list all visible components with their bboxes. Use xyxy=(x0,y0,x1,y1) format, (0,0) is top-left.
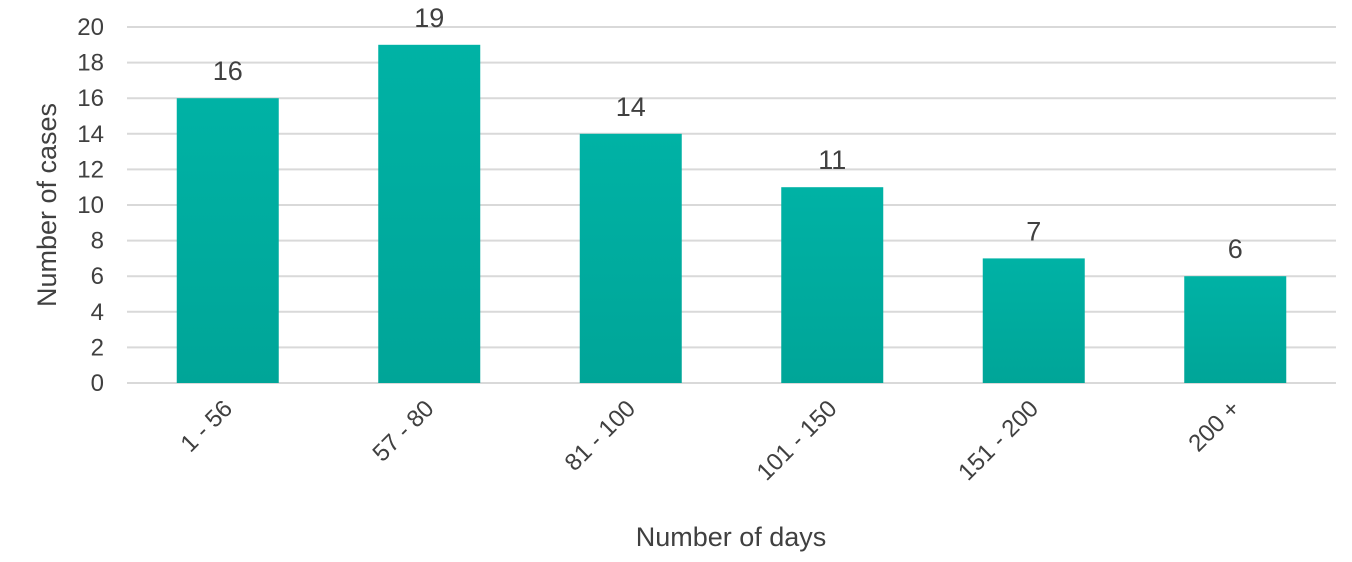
y-axis-title: Number of cases xyxy=(32,103,62,307)
y-tick-label: 20 xyxy=(77,14,104,41)
bar xyxy=(982,258,1085,383)
data-labels: 16 19 14 11 7 6 xyxy=(213,3,1243,264)
x-tick-label: 101 - 150 xyxy=(752,395,843,486)
x-axis-title: Number of days xyxy=(636,522,827,552)
gridlines xyxy=(127,26,1336,384)
x-tick-label: 1 - 56 xyxy=(176,395,238,457)
y-axis-ticks: 0 2 4 6 8 10 12 14 16 18 20 xyxy=(77,14,104,397)
bar xyxy=(1184,276,1287,383)
bar xyxy=(176,98,279,383)
x-tick-label: 151 - 200 xyxy=(953,395,1044,486)
x-tick-label: 81 - 100 xyxy=(560,395,641,476)
bar xyxy=(579,133,682,383)
y-tick-label: 12 xyxy=(77,156,104,183)
bar-value-label: 19 xyxy=(414,3,444,33)
y-tick-label: 14 xyxy=(77,121,104,148)
y-tick-label: 16 xyxy=(77,85,104,112)
y-tick-label: 8 xyxy=(91,228,104,255)
bar-value-label: 6 xyxy=(1228,234,1243,264)
y-tick-label: 18 xyxy=(77,50,104,77)
bar xyxy=(781,187,884,383)
y-tick-label: 4 xyxy=(91,299,104,326)
x-axis-ticks: 1 - 56 57 - 80 81 - 100 101 - 150 151 - 200 2… xyxy=(176,395,1246,486)
y-tick-label: 2 xyxy=(91,334,104,361)
y-tick-label: 0 xyxy=(91,370,104,397)
y-tick-label: 10 xyxy=(77,192,104,219)
y-tick-label: 6 xyxy=(91,263,104,290)
bar-value-label: 11 xyxy=(818,145,846,175)
x-tick-label: 57 - 80 xyxy=(368,395,440,467)
x-tick-label: 200 + xyxy=(1183,395,1245,457)
bars xyxy=(176,44,1287,384)
bar-value-label: 14 xyxy=(616,92,646,122)
bar xyxy=(378,44,481,384)
bar-value-label: 7 xyxy=(1026,216,1041,246)
bar-value-label: 16 xyxy=(213,56,243,86)
